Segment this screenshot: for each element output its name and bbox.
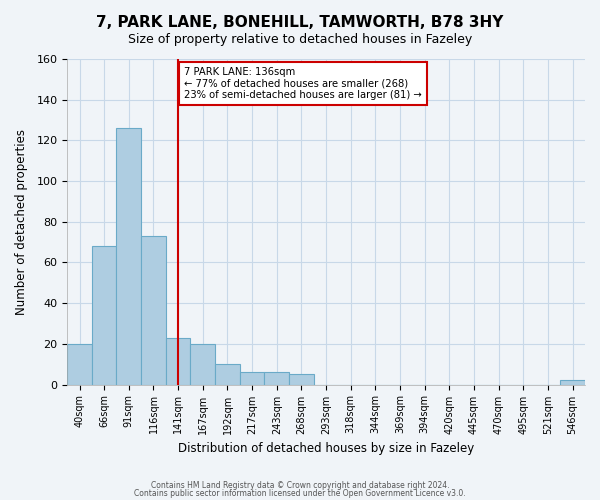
Text: Contains HM Land Registry data © Crown copyright and database right 2024.: Contains HM Land Registry data © Crown c… <box>151 481 449 490</box>
X-axis label: Distribution of detached houses by size in Fazeley: Distribution of detached houses by size … <box>178 442 474 455</box>
Bar <box>240 372 265 384</box>
Text: Contains public sector information licensed under the Open Government Licence v3: Contains public sector information licen… <box>134 488 466 498</box>
Bar <box>265 372 289 384</box>
Bar <box>141 236 166 384</box>
Bar <box>67 344 92 385</box>
Bar <box>289 374 314 384</box>
Text: 7, PARK LANE, BONEHILL, TAMWORTH, B78 3HY: 7, PARK LANE, BONEHILL, TAMWORTH, B78 3H… <box>97 15 503 30</box>
Bar <box>166 338 190 384</box>
Text: 7 PARK LANE: 136sqm
← 77% of detached houses are smaller (268)
23% of semi-detac: 7 PARK LANE: 136sqm ← 77% of detached ho… <box>184 67 422 100</box>
Bar <box>116 128 141 384</box>
Bar <box>92 246 116 384</box>
Bar <box>190 344 215 385</box>
Bar <box>215 364 240 384</box>
Y-axis label: Number of detached properties: Number of detached properties <box>15 129 28 315</box>
Text: Size of property relative to detached houses in Fazeley: Size of property relative to detached ho… <box>128 32 472 46</box>
Bar <box>560 380 585 384</box>
